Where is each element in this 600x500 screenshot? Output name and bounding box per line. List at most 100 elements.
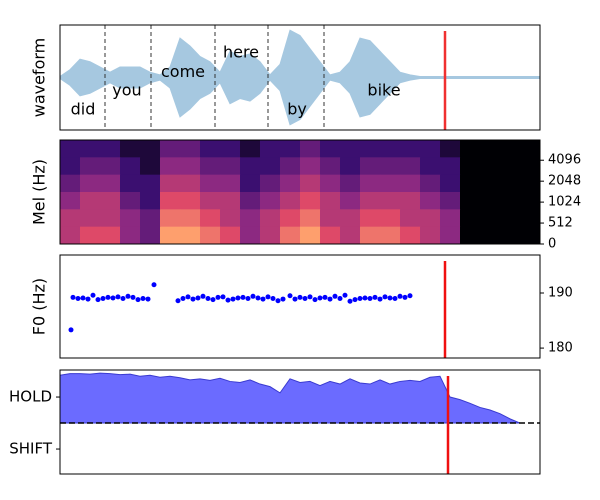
heat-cell	[280, 174, 301, 193]
heat-cell	[520, 192, 540, 210]
f0-point	[407, 293, 413, 299]
heat-cell	[180, 157, 201, 176]
f0-point	[392, 296, 398, 302]
heat-cell	[140, 209, 161, 228]
heat-cell	[140, 174, 161, 193]
heat-cell	[520, 209, 540, 228]
heat-cell	[260, 192, 281, 210]
heat-cell	[380, 157, 401, 176]
f0-point	[332, 293, 338, 299]
f0-point	[135, 297, 141, 303]
heat-cell	[60, 226, 81, 244]
f0-point	[307, 294, 313, 300]
heat-cell	[460, 209, 481, 228]
heat-cell	[160, 174, 181, 193]
f0-point	[70, 294, 76, 300]
f0-point	[115, 294, 121, 300]
f0-point	[260, 296, 266, 302]
heat-cell	[300, 209, 321, 228]
f0-point	[175, 298, 181, 304]
heat-cell	[80, 157, 101, 176]
heat-cell	[440, 140, 461, 158]
heat-cell	[260, 140, 281, 158]
heat-cell	[200, 140, 221, 158]
f0-point	[80, 295, 86, 301]
y-axis-label: F0 (Hz)	[30, 278, 49, 335]
heat-cell	[180, 140, 201, 158]
heat-cell	[100, 226, 121, 244]
heat-cell	[440, 209, 461, 228]
heat-cell	[80, 209, 101, 228]
f0-point	[292, 296, 298, 302]
f0-point	[387, 295, 393, 301]
f0-point	[230, 296, 236, 302]
heat-cell	[320, 192, 341, 210]
heat-cell	[100, 209, 121, 228]
heat-cell	[460, 157, 481, 176]
word-label: you	[112, 81, 141, 100]
f0-point	[210, 297, 216, 303]
heat-cell	[80, 192, 101, 210]
f0-point	[110, 295, 116, 301]
heat-cell	[240, 174, 261, 193]
heat-cell	[420, 140, 441, 158]
heat-cell	[100, 174, 121, 193]
heat-cell	[460, 192, 481, 210]
f0-point	[235, 295, 241, 301]
heat-cell	[220, 226, 241, 244]
heat-cell	[400, 209, 421, 228]
heat-cell	[480, 209, 501, 228]
heat-cell	[440, 157, 461, 176]
heat-cell	[80, 174, 101, 193]
f0-point	[180, 296, 186, 302]
heat-cell	[420, 192, 441, 210]
heat-cell	[100, 192, 121, 210]
y-tick-label: 512	[548, 216, 573, 231]
f0-point	[337, 296, 343, 302]
waveform-area	[60, 77, 540, 126]
heat-cell	[160, 157, 181, 176]
axes-frame	[59, 254, 541, 359]
heat-cell	[340, 226, 361, 244]
f0-point	[302, 296, 308, 302]
f0-point	[75, 296, 81, 302]
plot-area	[60, 25, 540, 130]
heat-cell	[280, 192, 301, 210]
heat-cell	[60, 157, 81, 176]
heat-cell	[140, 226, 161, 244]
heat-cell	[400, 174, 421, 193]
heat-cell	[340, 157, 361, 176]
f0-point	[382, 294, 388, 300]
heat-cell	[120, 174, 141, 193]
heat-cell	[160, 226, 181, 244]
heat-cell	[420, 209, 441, 228]
heat-cell	[500, 140, 521, 158]
heat-cell	[60, 174, 81, 193]
heat-cell	[60, 209, 81, 228]
y-tick-label: SHIFT	[9, 440, 53, 458]
f0-point	[215, 294, 221, 300]
heat-cell	[80, 140, 101, 158]
heat-cell	[240, 140, 261, 158]
f0-point	[402, 294, 408, 300]
f0-point	[255, 295, 261, 301]
heat-cell	[340, 209, 361, 228]
plot-area	[60, 140, 540, 244]
heat-cell	[260, 174, 281, 193]
heat-cell	[520, 140, 540, 158]
heat-cell	[340, 192, 361, 210]
y-tick-label: 1024	[548, 195, 581, 210]
heat-cell	[160, 192, 181, 210]
f0-point	[225, 297, 231, 303]
heat-cell	[100, 157, 121, 176]
heat-cell	[60, 140, 81, 158]
axes-frame	[59, 24, 541, 131]
f0-point	[342, 292, 348, 298]
y-axis-label: Mel (Hz)	[30, 159, 49, 225]
word-label: by	[287, 100, 307, 119]
word-label: bike	[367, 81, 400, 100]
f0-point	[205, 296, 211, 302]
y-axis-label: waveform	[30, 38, 49, 118]
heat-cell	[140, 192, 161, 210]
